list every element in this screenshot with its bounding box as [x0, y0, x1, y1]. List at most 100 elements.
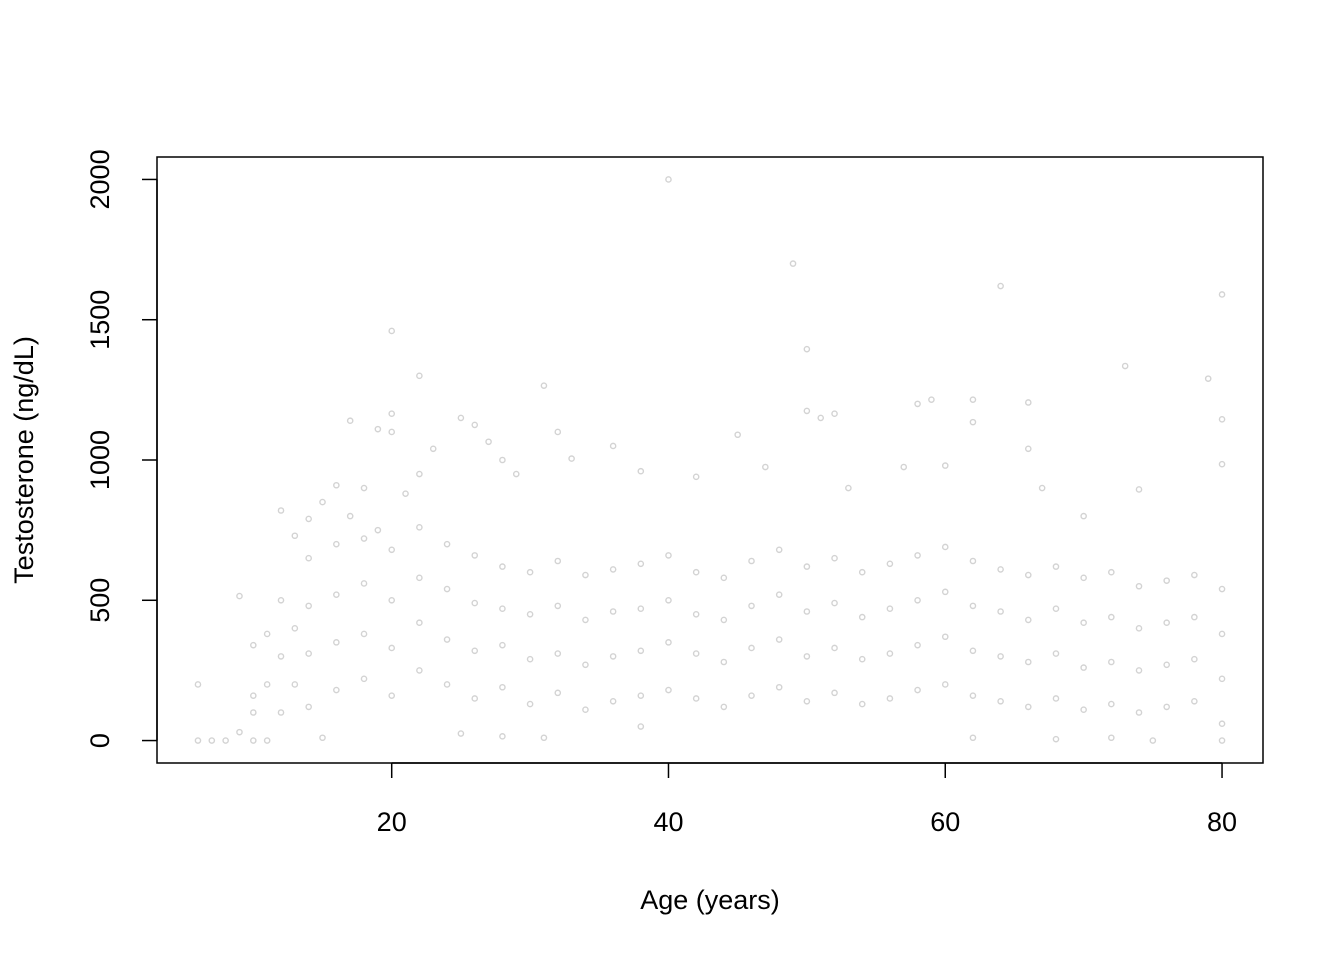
point	[775, 636, 783, 643]
point	[803, 563, 811, 570]
point	[789, 260, 797, 267]
point	[803, 697, 811, 705]
point	[540, 734, 548, 742]
point	[402, 490, 409, 497]
point	[1108, 658, 1115, 666]
point	[1024, 445, 1032, 453]
point	[360, 484, 368, 492]
point	[1218, 630, 1226, 638]
point	[1121, 362, 1129, 370]
point	[554, 650, 562, 657]
point	[1218, 737, 1226, 744]
point	[1191, 613, 1198, 621]
point	[997, 653, 1004, 660]
point	[471, 599, 479, 607]
point	[803, 345, 811, 353]
point	[346, 417, 354, 425]
point	[388, 596, 396, 604]
point	[1052, 695, 1060, 702]
point	[388, 644, 396, 652]
point	[969, 692, 977, 699]
point	[1163, 577, 1170, 584]
point	[499, 563, 506, 570]
point	[1135, 709, 1143, 716]
point	[291, 625, 299, 632]
point	[1108, 568, 1115, 576]
point	[941, 681, 949, 688]
point	[360, 580, 368, 587]
point	[582, 706, 589, 713]
point	[900, 463, 908, 471]
point	[305, 554, 312, 562]
point	[346, 512, 354, 520]
point	[692, 695, 700, 702]
point	[886, 560, 894, 568]
point	[692, 473, 700, 481]
point	[609, 608, 617, 615]
point	[817, 414, 825, 422]
point	[831, 599, 838, 607]
point	[526, 655, 534, 663]
point	[416, 619, 423, 627]
point	[748, 602, 755, 610]
point	[429, 445, 437, 453]
y-tick-label: 1500	[85, 290, 115, 350]
point	[914, 641, 921, 649]
point	[831, 644, 838, 652]
point	[1024, 703, 1032, 711]
point	[1024, 571, 1032, 579]
point	[443, 585, 451, 593]
point	[858, 613, 866, 621]
point	[637, 723, 645, 730]
point	[388, 410, 396, 418]
point	[582, 571, 589, 579]
point	[762, 463, 769, 471]
point	[1052, 735, 1060, 743]
point	[1080, 574, 1087, 582]
point	[858, 568, 866, 576]
y-tick-label: 1000	[85, 430, 115, 490]
point	[1163, 703, 1170, 711]
point	[803, 608, 811, 615]
point	[333, 686, 340, 694]
point	[1135, 486, 1143, 493]
point	[457, 730, 465, 737]
point	[886, 605, 894, 612]
point	[1080, 706, 1087, 713]
point	[692, 568, 700, 576]
point	[665, 552, 672, 559]
point	[1135, 667, 1143, 674]
x-tick-label: 80	[1207, 807, 1237, 837]
point	[637, 647, 645, 655]
point	[512, 470, 520, 478]
point	[263, 737, 271, 744]
point	[831, 410, 838, 418]
point	[360, 535, 368, 542]
point	[1149, 737, 1157, 744]
point	[941, 588, 949, 596]
point	[277, 596, 285, 604]
point	[637, 467, 645, 475]
point	[1218, 675, 1226, 683]
point	[416, 470, 423, 478]
point	[1218, 291, 1226, 298]
point	[360, 675, 368, 683]
point	[250, 641, 257, 649]
point	[236, 728, 243, 736]
point	[374, 425, 382, 433]
point	[692, 611, 700, 618]
point	[969, 602, 977, 610]
point	[305, 602, 312, 610]
point	[941, 633, 949, 641]
point	[568, 455, 575, 462]
point	[997, 697, 1004, 705]
point	[1191, 655, 1198, 663]
point	[665, 176, 672, 183]
point	[803, 407, 811, 415]
point	[637, 560, 645, 568]
point	[1024, 658, 1032, 666]
point	[443, 636, 451, 643]
point	[443, 540, 451, 548]
point	[443, 681, 451, 688]
